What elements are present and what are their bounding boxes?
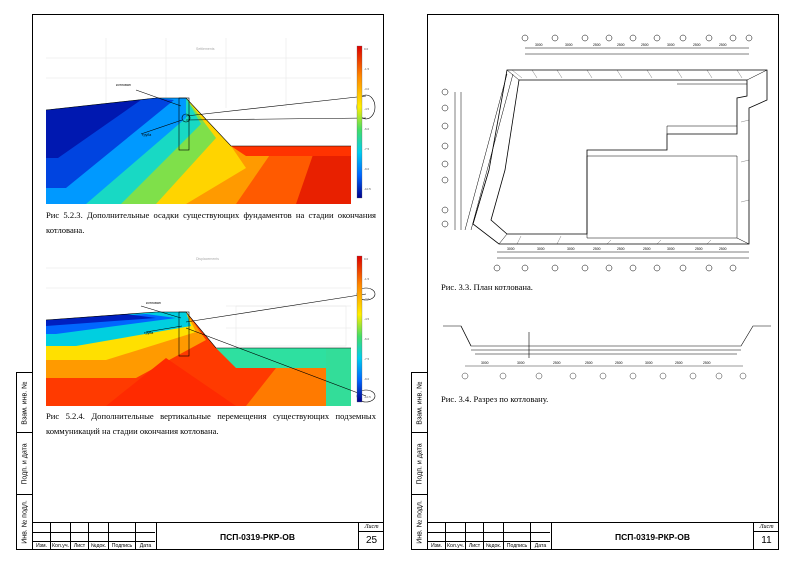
figure-3-4-caption: Рис. 3.4. Разрез по котловану.: [441, 394, 549, 404]
figure-5-2-4-caption: Рис 5.2.4. Дополнительные вертикальные п…: [46, 411, 376, 436]
tb-col-change: Изм.: [35, 543, 48, 549]
displacement-contour-figure: котлован труба Displacements 0.0 -1.5 -3.0…: [46, 248, 376, 406]
svg-text:3000: 3000: [507, 247, 515, 251]
document-code: ПСП-0319-РКР-ОВ: [551, 523, 753, 550]
sheet-number-box: Лист 11: [753, 523, 779, 550]
svg-text:котлован: котлован: [116, 83, 131, 87]
sheet-label: Лист: [359, 523, 384, 532]
svg-text:2500: 2500: [617, 43, 625, 47]
tb-col-signature: Подпись: [111, 543, 133, 549]
side-label-replacement: Взам. инв. №: [21, 380, 29, 425]
svg-text:3000: 3000: [481, 361, 489, 365]
sheet-label: Лист: [754, 523, 779, 532]
sheet-frame: [427, 14, 779, 550]
title-block-grid: Изм. Кол.уч. Лист №док. Подпись Дата: [427, 523, 550, 550]
svg-text:котлован: котлован: [146, 301, 161, 305]
svg-text:3000: 3000: [535, 43, 543, 47]
side-cell-replacement: Взам. инв. №: [17, 373, 33, 433]
title-block: Изм. Кол.уч. Лист №док. Подпись Дата ПСП…: [32, 522, 384, 550]
pit-plan-drawing: 3000 3000 2500 2500 2500 3000 2500 2500 3000 3…: [437, 30, 771, 276]
side-cell-original: Инв. № подл.: [412, 495, 428, 549]
svg-text:-10.5: -10.5: [364, 395, 371, 399]
tb-col-date: Дата: [139, 543, 152, 549]
side-cell-original: Инв. № подл.: [17, 495, 33, 549]
title-block: Изм. Кол.уч. Лист №док. Подпись Дата ПСП…: [427, 522, 779, 550]
svg-text:0.0: 0.0: [364, 47, 369, 51]
side-label-replacement: Взам. инв. №: [416, 380, 424, 425]
svg-text:2500: 2500: [675, 361, 683, 365]
svg-text:-6.0: -6.0: [364, 337, 370, 341]
svg-text:-9.0: -9.0: [364, 377, 370, 381]
svg-text:3000: 3000: [565, 43, 573, 47]
svg-text:2500: 2500: [703, 361, 711, 365]
settlement-contour-figure: котлован труба Settlements 0.0 -1.5 -3.0 -…: [46, 38, 376, 204]
svg-text:3000: 3000: [667, 43, 675, 47]
tb-col-sheet: Лист: [73, 543, 86, 549]
svg-text:2500: 2500: [615, 361, 623, 365]
svg-text:-6.0: -6.0: [364, 127, 370, 131]
pit-section-drawing: 3000 3000 2500 2500 2500 3000 2500 2500: [441, 318, 771, 390]
side-stamp-strip: Взам. инв. № Подп. и дата Инв. № подл.: [411, 372, 428, 550]
sheet-number: 11: [761, 535, 772, 546]
svg-text:2500: 2500: [593, 247, 601, 251]
svg-text:Displacements: Displacements: [196, 257, 219, 261]
side-stamp-strip: Взам. инв. № Подп. и дата Инв. № подл.: [16, 372, 33, 550]
side-cell-signature: Подп. и дата: [412, 433, 428, 495]
svg-text:2500: 2500: [617, 247, 625, 251]
svg-text:2500: 2500: [719, 247, 727, 251]
svg-text:3000: 3000: [667, 247, 675, 251]
svg-text:0.0: 0.0: [364, 257, 369, 261]
svg-text:2500: 2500: [641, 43, 649, 47]
svg-text:2500: 2500: [585, 361, 593, 365]
svg-text:2500: 2500: [553, 361, 561, 365]
svg-text:2500: 2500: [643, 247, 651, 251]
side-label-original: Инв. № подл.: [21, 500, 29, 544]
tb-col-docnum: №док.: [485, 543, 502, 549]
figure-5-2-3-caption: Рис 5.2.3. Дополнительные осадки существ…: [46, 210, 376, 235]
svg-text:-1.5: -1.5: [364, 67, 370, 71]
svg-text:труба: труба: [142, 133, 151, 137]
tb-col-docnum: №док.: [90, 543, 107, 549]
right-sheet: Взам. инв. № Подп. и дата Инв. № подл.: [405, 8, 783, 554]
svg-text:2500: 2500: [593, 43, 601, 47]
svg-text:2500: 2500: [695, 247, 703, 251]
document-code: ПСП-0319-РКР-ОВ: [156, 523, 358, 550]
svg-text:-4.5: -4.5: [364, 317, 370, 321]
tb-col-count: Кол.уч.: [447, 543, 464, 549]
svg-text:2500: 2500: [719, 43, 727, 47]
svg-text:-7.5: -7.5: [364, 147, 370, 151]
side-label-signature: Подп. и дата: [21, 442, 29, 485]
figure-3-3-caption: Рис. 3.3. План котлована.: [441, 282, 533, 292]
svg-text:-1.5: -1.5: [364, 277, 370, 281]
svg-text:2500: 2500: [693, 43, 701, 47]
svg-text:-7.5: -7.5: [364, 357, 370, 361]
svg-text:3000: 3000: [537, 247, 545, 251]
side-cell-replacement: Взам. инв. №: [412, 373, 428, 433]
tb-col-change: Изм.: [430, 543, 443, 549]
tb-col-sheet: Лист: [468, 543, 481, 549]
svg-text:3000: 3000: [567, 247, 575, 251]
sheet-frame: [32, 14, 384, 550]
svg-text:-10.5: -10.5: [364, 187, 371, 191]
svg-text:труба: труба: [144, 331, 153, 335]
side-label-signature: Подп. и дата: [416, 442, 424, 485]
svg-text:-4.5: -4.5: [364, 107, 370, 111]
svg-text:Settlements: Settlements: [196, 47, 215, 51]
svg-text:-3.0: -3.0: [364, 297, 370, 301]
tb-col-count: Кол.уч.: [52, 543, 69, 549]
svg-text:3000: 3000: [517, 361, 525, 365]
svg-text:-9.0: -9.0: [364, 167, 370, 171]
title-block-grid: Изм. Кол.уч. Лист №док. Подпись Дата: [32, 523, 155, 550]
left-sheet: Взам. инв. № Подп. и дата Инв. № подл.: [10, 8, 388, 554]
svg-text:3000: 3000: [645, 361, 653, 365]
side-cell-signature: Подп. и дата: [17, 433, 33, 495]
side-label-original: Инв. № подл.: [416, 500, 424, 544]
tb-col-date: Дата: [534, 543, 547, 549]
sheet-number-box: Лист 25: [358, 523, 384, 550]
sheet-number: 25: [365, 535, 378, 546]
tb-col-signature: Подпись: [506, 543, 528, 549]
svg-text:-3.0: -3.0: [364, 87, 370, 91]
